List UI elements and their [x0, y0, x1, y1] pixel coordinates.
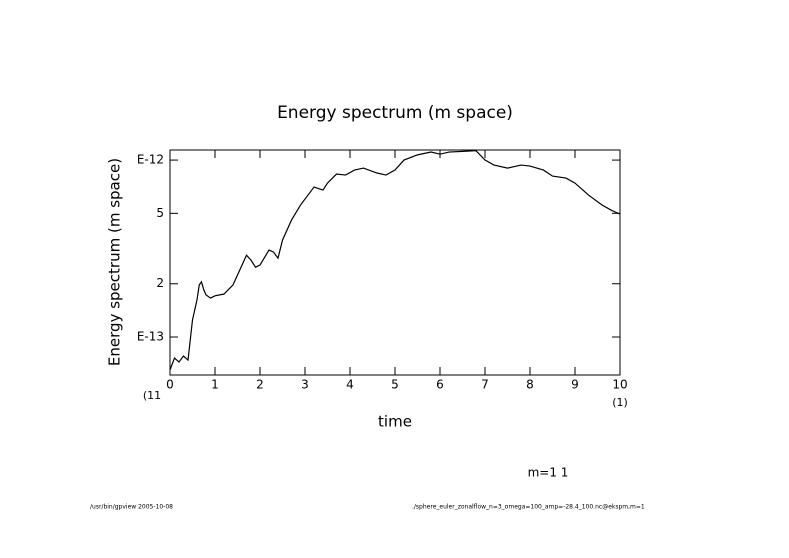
x-axis-label: time [378, 413, 412, 431]
y-tick-label: 2 [156, 276, 164, 290]
x-tick-label: 9 [571, 378, 579, 392]
footer: ./sphere_euler_zonalflow_n=3_omega=100_a… [412, 504, 645, 511]
x-tick-label: 10 [612, 378, 627, 392]
data-line [169, 150, 621, 371]
x-tick-label: 0 [166, 378, 174, 392]
y-tick-label: E-13 [137, 330, 164, 344]
y-axis-label: Energy spectrum (m space) [106, 158, 124, 366]
x-tick-label: 8 [526, 378, 534, 392]
chart-title: Energy spectrum (m space) [277, 103, 513, 123]
y-tick-label: E-12 [137, 153, 164, 167]
annotation: m=1 1 [528, 466, 569, 480]
x-tick-label: 1 [211, 378, 219, 392]
annotation: (1) [612, 396, 628, 409]
x-tick-label: 7 [481, 378, 489, 392]
x-tick-label: 5 [391, 378, 399, 392]
x-tick-label: 2 [256, 378, 264, 392]
annotation: (11 [143, 389, 161, 402]
x-tick-label: 6 [436, 378, 444, 392]
x-tick-label: 4 [346, 378, 354, 392]
y-tick-label: 5 [156, 206, 164, 220]
footer: /usr/bin/gpview 2005-10-08 [90, 504, 173, 511]
x-tick-label: 3 [301, 378, 309, 392]
